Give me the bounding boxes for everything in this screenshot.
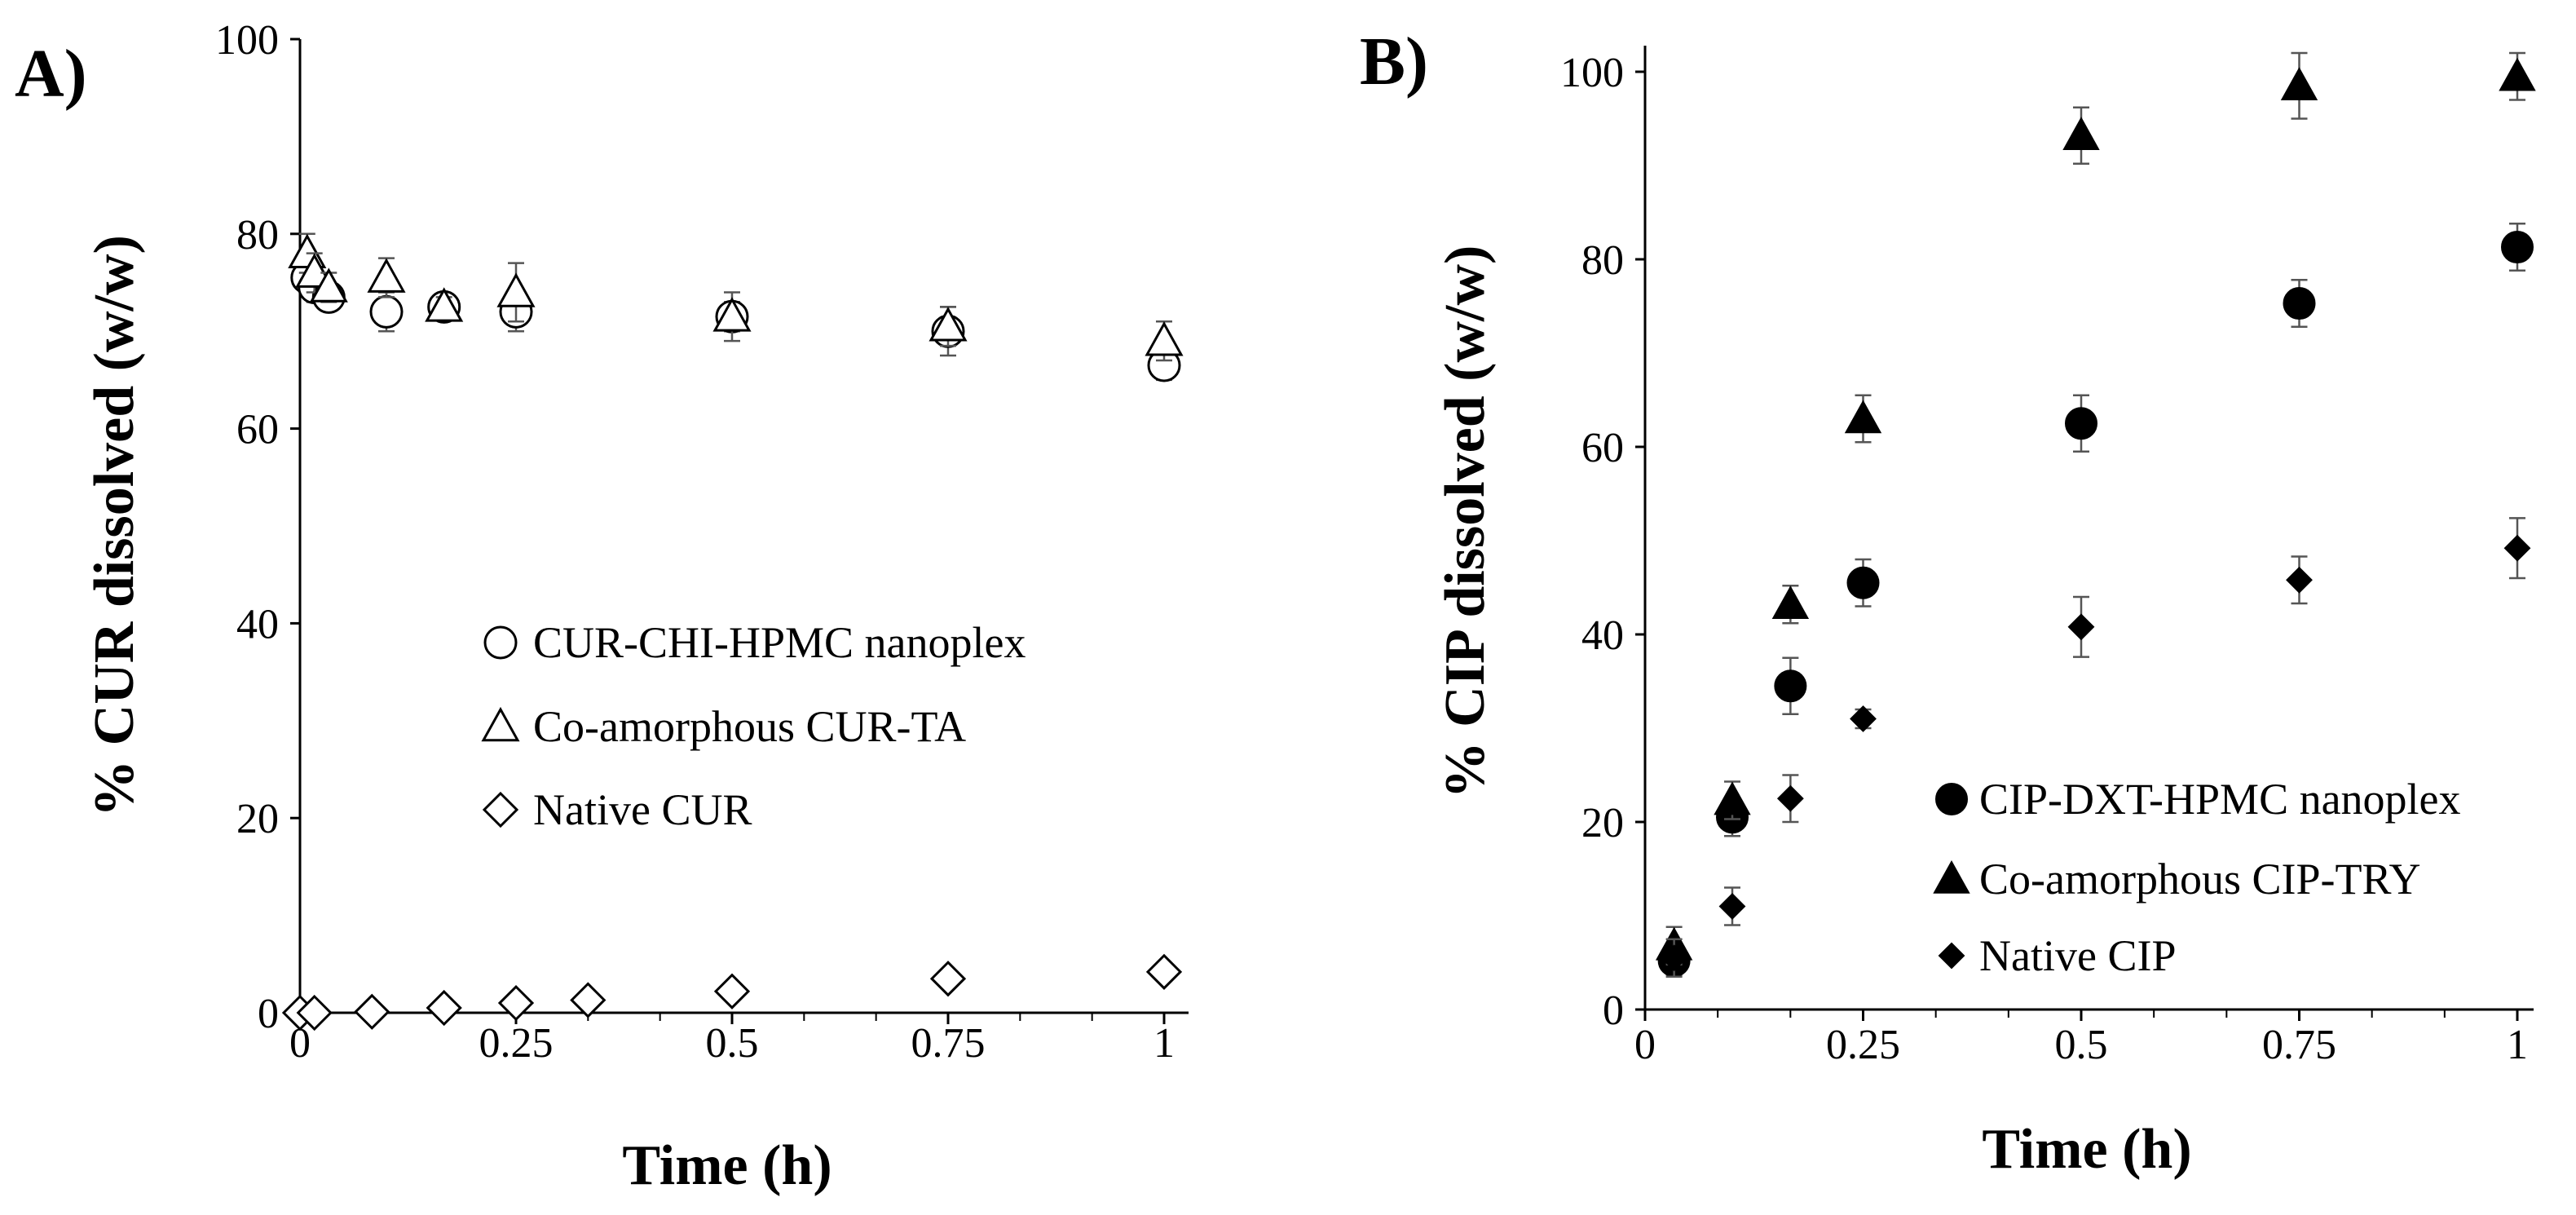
data-point xyxy=(497,984,535,1022)
data-point xyxy=(1774,669,1807,703)
data-point xyxy=(713,973,751,1010)
data-point xyxy=(1776,784,1804,812)
legend-marker-cip-try xyxy=(1933,859,1970,894)
x-tick-label: 0.5 xyxy=(706,1020,759,1067)
data-point xyxy=(929,961,967,997)
legend-label-cip-dxt-hpmc: CIP-DXT-HPMC nanoplex xyxy=(1979,775,2461,824)
panel-a-legend: CUR-CHI-HPMC nanoplex Co-amorphous CUR-T… xyxy=(481,618,1026,834)
y-tick-label: 20 xyxy=(1581,800,1624,846)
data-point xyxy=(369,294,404,329)
legend-marker xyxy=(1935,783,1968,815)
data-point xyxy=(1714,781,1751,815)
data-point xyxy=(1844,400,1882,434)
data-point xyxy=(2065,407,2097,440)
x-tick-label: 0.25 xyxy=(1826,1022,1900,1068)
legend-marker-native-cip xyxy=(1938,942,1965,970)
data-point xyxy=(354,993,390,1030)
panel-a-y-title: % CUR dissolved (w/w) xyxy=(83,235,146,817)
legend-marker xyxy=(482,791,519,828)
legend-label-native-cip: Native CIP xyxy=(1979,931,2176,980)
legend-label-cip-try: Co-amorphous CIP-TRY xyxy=(1979,855,2421,904)
data-point xyxy=(1718,893,1746,920)
data-point xyxy=(2280,67,2318,101)
legend-marker xyxy=(1938,942,1965,970)
legend-marker xyxy=(1933,859,1970,894)
legend-label-native-cur: Native CUR xyxy=(533,785,752,834)
panel-b-y-title: % CIP dissolved (w/w) xyxy=(1434,245,1497,799)
data-point xyxy=(1145,953,1183,990)
y-tick-label: 40 xyxy=(1581,612,1624,659)
data-point xyxy=(2503,534,2531,562)
data-point xyxy=(425,287,464,322)
legend-marker-cip-dxt-hpmc xyxy=(1935,783,1968,815)
y-tick-label: 20 xyxy=(236,796,279,842)
x-tick-label: 0.5 xyxy=(2055,1022,2108,1068)
data-point xyxy=(2283,287,2316,320)
data-point xyxy=(367,258,406,293)
y-tick-label: 40 xyxy=(236,601,279,647)
data-point xyxy=(496,272,536,307)
panel-b-data-points xyxy=(1655,51,2536,978)
data-point xyxy=(1846,566,1880,599)
legend-marker-cur-chi-hpmc xyxy=(483,625,518,660)
data-point xyxy=(2501,231,2534,264)
y-tick-label: 60 xyxy=(236,407,279,453)
x-tick-label: 0.25 xyxy=(479,1020,554,1067)
legend-marker xyxy=(481,706,520,742)
data-point xyxy=(2499,57,2536,91)
y-tick-label: 100 xyxy=(215,17,279,64)
data-point xyxy=(2067,613,2095,641)
data-point xyxy=(1771,585,1810,619)
legend-label-cur-ta: Co-amorphous CUR-TA xyxy=(533,702,966,751)
data-point xyxy=(1661,944,1688,972)
panel-a-x-title: Time (h) xyxy=(622,1134,831,1197)
panel-a-letter: A) xyxy=(15,36,87,112)
data-point xyxy=(570,982,607,1018)
legend-marker-native-cur xyxy=(482,791,519,828)
data-point xyxy=(2062,117,2100,150)
y-tick-label: 80 xyxy=(1581,237,1624,284)
data-point xyxy=(1145,321,1184,356)
data-point xyxy=(296,994,333,1032)
legend-marker xyxy=(483,625,518,660)
data-point xyxy=(712,297,752,332)
y-tick-label: 0 xyxy=(1603,987,1624,1034)
legend-label-cur-chi-hpmc: CUR-CHI-HPMC nanoplex xyxy=(533,618,1026,667)
data-point xyxy=(929,307,968,342)
legend-marker-cur-ta xyxy=(481,706,520,742)
data-point xyxy=(309,267,348,303)
data-point xyxy=(426,989,462,1027)
y-tick-label: 60 xyxy=(1581,425,1624,471)
y-tick-label: 0 xyxy=(258,991,279,1037)
panel-b-letter: B) xyxy=(1360,24,1428,99)
y-tick-label: 80 xyxy=(236,212,279,258)
data-point xyxy=(1850,705,1877,732)
panel-b-x-title: Time (h) xyxy=(1982,1118,2191,1181)
panel-b-ticks: 0 20 40 60 80 100 0 0.25 0.5 0.75 1 xyxy=(1560,50,2528,1068)
x-tick-label: 0.75 xyxy=(911,1020,986,1067)
panel-b-legend: CIP-DXT-HPMC nanoplex Co-amorphous CIP-T… xyxy=(1933,775,2461,980)
panel-b: B) 0 20 40 60 80 100 0 0.25 0.5 0.75 1 Time (h) % … xyxy=(1360,24,2536,1181)
x-tick-label: 1 xyxy=(1153,1020,1175,1067)
y-tick-label: 100 xyxy=(1560,50,1624,96)
x-tick-label: 1 xyxy=(2507,1022,2528,1068)
panel-a-data-points xyxy=(281,232,1184,1032)
data-point xyxy=(2286,566,2313,594)
x-tick-label: 0.75 xyxy=(2262,1022,2336,1068)
x-tick-label: 0 xyxy=(1634,1022,1656,1068)
